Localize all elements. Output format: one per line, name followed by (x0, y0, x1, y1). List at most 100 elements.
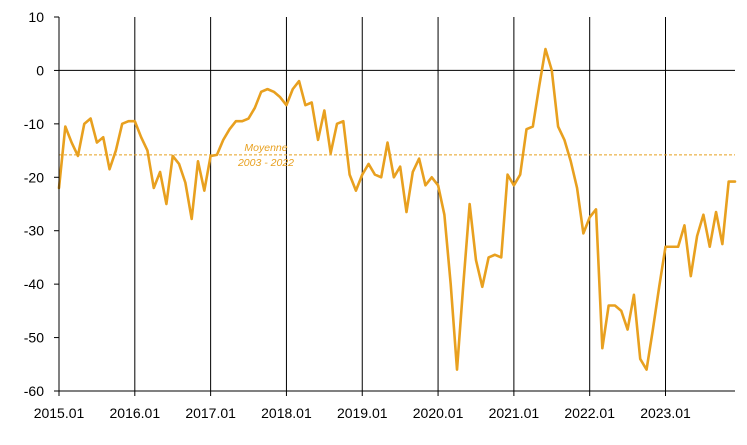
data-point-2023-03 (677, 246, 679, 248)
data-point-2017-07 (247, 117, 249, 119)
data-point-2020-09 (487, 256, 489, 258)
data-point-2016-08 (178, 163, 180, 165)
data-point-2016-04 (153, 187, 155, 189)
y-tick-label: -60 (24, 383, 44, 399)
data-point-2023-09 (715, 211, 717, 213)
x-tick-label: 2023.01 (640, 405, 691, 421)
data-point-2019-01 (361, 173, 363, 175)
data-point-2022-10 (645, 368, 647, 370)
data-point-2021-10 (570, 160, 572, 162)
data-point-2016-02 (140, 136, 142, 138)
data-point-2019-11 (424, 184, 426, 186)
data-point-2023-02 (671, 246, 673, 248)
data-point-2018-03 (298, 80, 300, 82)
data-point-2017-04 (228, 128, 230, 130)
y-tick-label: -40 (24, 276, 44, 292)
data-point-2017-01 (209, 155, 211, 157)
data-point-2015-10 (115, 149, 117, 151)
data-point-2023-07 (702, 213, 704, 215)
x-axis-ticks: 2015.01 2016.01 2017.01 2018.01 2019.01 2020.… (34, 391, 691, 421)
year-gridlines (134, 17, 667, 391)
data-point-2021-12 (582, 232, 584, 234)
average-label: Moyenne (244, 142, 287, 154)
data-point-2023-06 (696, 235, 698, 237)
y-tick-label: 0 (36, 62, 44, 78)
data-point-2020-11 (500, 256, 502, 258)
data-point-2022-05 (614, 304, 616, 306)
data-point-2017-10 (266, 88, 268, 90)
data-point-2020-05 (462, 283, 464, 285)
data-point-2021-09 (563, 139, 565, 141)
data-point-2017-06 (241, 120, 243, 122)
data-point-2022-08 (633, 294, 635, 296)
data-point-2017-09 (260, 91, 262, 93)
data-point-2020-03 (450, 283, 452, 285)
x-tick-label: 2020.01 (413, 405, 464, 421)
data-point-2021-05 (538, 85, 540, 87)
data-point-2017-03 (222, 139, 224, 141)
data-point-2018-11 (348, 173, 350, 175)
data-point-2020-12 (506, 173, 508, 175)
y-tick-label: -20 (24, 169, 44, 185)
data-point-2023-01 (664, 246, 666, 248)
y-tick-label: -50 (24, 330, 44, 346)
data-point-2017-11 (273, 91, 275, 93)
data-point-2016-03 (146, 149, 148, 151)
data-point-2016-10 (190, 218, 192, 220)
data-point-2021-02 (519, 173, 521, 175)
x-tick-label: 2019.01 (337, 405, 388, 421)
y-tick-label: -10 (24, 116, 44, 132)
series-line (57, 47, 737, 371)
x-tick-label: 2017.01 (185, 405, 236, 421)
data-point-2018-08 (329, 152, 331, 154)
data-point-2016-06 (165, 203, 167, 205)
data-point-2021-11 (576, 187, 578, 189)
data-point-2019-05 (386, 141, 388, 143)
data-point-2023-10 (721, 243, 723, 245)
data-point-2023-04 (683, 224, 685, 226)
data-point-2017-12 (279, 96, 281, 98)
data-point-2018-05 (311, 101, 313, 103)
data-point-2019-12 (431, 176, 433, 178)
x-tick-label: 2016.01 (110, 405, 161, 421)
average-period-label: 2003 - 2022 (237, 157, 294, 169)
x-tick-label: 2021.01 (489, 405, 540, 421)
data-point-2019-06 (393, 176, 395, 178)
data-point-2019-10 (418, 157, 420, 159)
data-point-2019-02 (367, 163, 369, 165)
data-point-2018-07 (323, 109, 325, 111)
y-axis-ticks: 10 0 -10 -20 -30 -40 -50 -60 (24, 9, 59, 399)
data-point-2016-05 (159, 171, 161, 173)
data-point-2017-02 (216, 154, 218, 156)
data-point-2017-05 (235, 120, 237, 122)
data-point-2021-04 (532, 125, 534, 127)
data-point-2019-04 (380, 176, 382, 178)
data-point-2018-02 (292, 88, 294, 90)
x-tick-label: 2022.01 (564, 405, 615, 421)
data-point-2022-06 (620, 310, 622, 312)
data-point-2019-07 (399, 165, 401, 167)
data-point-2023-05 (690, 275, 692, 277)
data-point-2021-06 (544, 48, 546, 50)
y-tick-label: -30 (24, 223, 44, 239)
data-point-2018-01 (285, 104, 287, 106)
data-point-2020-10 (494, 254, 496, 256)
data-point-2018-09 (336, 123, 338, 125)
data-point-2016-11 (197, 160, 199, 162)
data-point-2023-12 (734, 180, 736, 182)
data-point-2015-02 (64, 125, 66, 127)
data-point-2018-06 (317, 139, 319, 141)
data-point-2020-02 (443, 213, 445, 215)
data-point-2020-08 (481, 286, 483, 288)
data-point-2018-04 (304, 104, 306, 106)
data-point-2015-11 (121, 123, 123, 125)
data-point-2022-11 (652, 328, 654, 330)
data-point-2016-12 (203, 189, 205, 191)
data-point-2015-09 (108, 168, 110, 170)
data-point-2019-09 (412, 171, 414, 173)
data-point-2016-07 (172, 155, 174, 157)
y-tick-label: 10 (28, 9, 44, 25)
x-tick-label: 2015.01 (34, 405, 85, 421)
data-point-2022-02 (595, 208, 597, 210)
